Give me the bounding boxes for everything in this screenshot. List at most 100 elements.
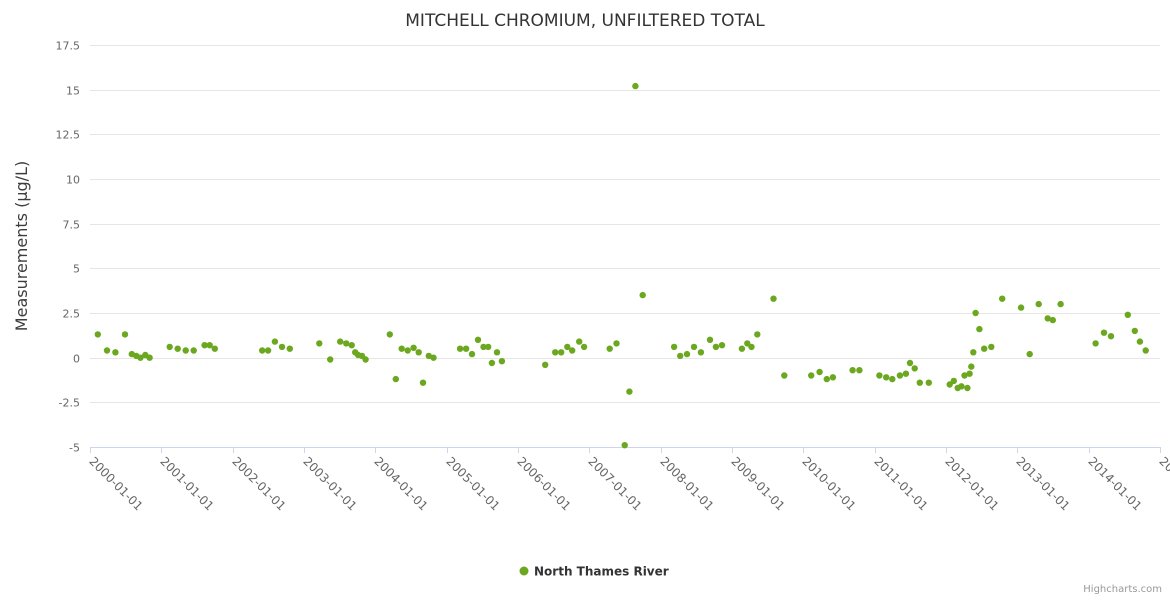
data-point[interactable] bbox=[754, 331, 761, 338]
data-point[interactable] bbox=[498, 358, 506, 365]
data-point[interactable] bbox=[419, 379, 427, 386]
data-point[interactable] bbox=[1044, 315, 1051, 322]
data-point[interactable] bbox=[690, 343, 698, 351]
data-point[interactable] bbox=[816, 368, 823, 376]
credits-link[interactable]: Highcharts.com bbox=[1083, 584, 1162, 595]
data-point[interactable] bbox=[410, 344, 417, 351]
data-point[interactable] bbox=[683, 350, 691, 358]
data-point[interactable] bbox=[706, 336, 714, 343]
data-point[interactable] bbox=[112, 349, 119, 356]
data-point[interactable] bbox=[968, 363, 975, 370]
data-point[interactable] bbox=[823, 375, 830, 383]
data-point[interactable] bbox=[1092, 340, 1099, 347]
data-point[interactable] bbox=[468, 350, 476, 358]
data-point[interactable] bbox=[480, 343, 487, 351]
data-point[interactable] bbox=[1142, 347, 1149, 354]
data-point[interactable] bbox=[404, 347, 411, 354]
data-point[interactable] bbox=[337, 338, 344, 345]
data-point[interactable] bbox=[182, 347, 189, 354]
data-point[interactable] bbox=[902, 370, 910, 377]
data-point[interactable] bbox=[808, 372, 815, 379]
data-point[interactable] bbox=[1057, 300, 1064, 308]
data-point[interactable] bbox=[259, 347, 266, 354]
data-point[interactable] bbox=[976, 325, 983, 333]
data-point[interactable] bbox=[876, 372, 883, 379]
data-point[interactable] bbox=[558, 349, 565, 356]
data-point[interactable] bbox=[1136, 338, 1144, 345]
data-point[interactable] bbox=[576, 338, 583, 345]
data-point[interactable] bbox=[1017, 304, 1025, 311]
data-point[interactable] bbox=[278, 343, 286, 351]
data-point[interactable] bbox=[911, 365, 918, 372]
data-point[interactable] bbox=[718, 342, 726, 349]
data-point[interactable] bbox=[621, 442, 628, 449]
data-point[interactable] bbox=[485, 343, 492, 351]
data-point[interactable] bbox=[606, 345, 613, 352]
data-point[interactable] bbox=[744, 340, 751, 347]
data-point[interactable] bbox=[190, 347, 197, 354]
data-point[interactable] bbox=[981, 345, 988, 352]
data-point[interactable] bbox=[889, 375, 896, 383]
data-point[interactable] bbox=[883, 374, 890, 381]
data-point[interactable] bbox=[362, 356, 369, 363]
data-point[interactable] bbox=[580, 343, 588, 351]
data-point[interactable] bbox=[174, 345, 181, 352]
data-point[interactable] bbox=[146, 354, 153, 361]
data-point[interactable] bbox=[392, 375, 399, 383]
data-point[interactable] bbox=[327, 356, 334, 363]
data-point[interactable] bbox=[348, 342, 355, 349]
data-point[interactable] bbox=[916, 379, 923, 386]
data-point[interactable] bbox=[964, 384, 971, 392]
data-point[interactable] bbox=[137, 354, 144, 361]
data-point[interactable] bbox=[430, 354, 437, 361]
data-point[interactable] bbox=[632, 82, 639, 90]
data-point[interactable] bbox=[670, 343, 678, 351]
data-point[interactable] bbox=[626, 388, 633, 395]
data-point[interactable] bbox=[564, 343, 571, 351]
data-point[interactable] bbox=[970, 349, 977, 356]
data-point[interactable] bbox=[415, 349, 422, 356]
data-point[interactable] bbox=[493, 349, 501, 356]
data-point[interactable] bbox=[1035, 300, 1042, 308]
data-point[interactable] bbox=[121, 331, 129, 338]
data-point[interactable] bbox=[201, 342, 208, 349]
data-point[interactable] bbox=[271, 338, 279, 345]
data-point[interactable] bbox=[264, 347, 272, 354]
data-point[interactable] bbox=[849, 367, 856, 374]
data-point[interactable] bbox=[950, 377, 957, 385]
data-point[interactable] bbox=[456, 345, 464, 352]
data-point[interactable] bbox=[972, 309, 979, 317]
data-point[interactable] bbox=[770, 295, 777, 302]
data-point[interactable] bbox=[925, 379, 932, 386]
data-point[interactable] bbox=[343, 340, 350, 347]
data-point[interactable] bbox=[1124, 311, 1132, 318]
data-point[interactable] bbox=[639, 291, 646, 299]
data-point[interactable] bbox=[94, 331, 102, 338]
data-point[interactable] bbox=[958, 383, 965, 390]
data-point[interactable] bbox=[988, 343, 995, 351]
data-point[interactable] bbox=[906, 359, 914, 367]
data-point[interactable] bbox=[386, 331, 393, 338]
data-point[interactable] bbox=[961, 372, 968, 379]
data-point[interactable] bbox=[1131, 327, 1139, 335]
data-point[interactable] bbox=[286, 345, 293, 352]
data-point[interactable] bbox=[613, 340, 620, 347]
data-point[interactable] bbox=[896, 372, 904, 379]
data-point[interactable] bbox=[712, 343, 720, 351]
legend-item[interactable]: North Thames River bbox=[519, 565, 669, 579]
data-point[interactable] bbox=[781, 372, 788, 379]
data-point[interactable] bbox=[211, 345, 218, 352]
data-point[interactable] bbox=[829, 374, 837, 381]
data-point[interactable] bbox=[1049, 316, 1057, 324]
data-point[interactable] bbox=[1100, 329, 1108, 336]
data-point[interactable] bbox=[697, 349, 705, 356]
data-point[interactable] bbox=[552, 349, 559, 356]
data-point[interactable] bbox=[398, 345, 405, 352]
data-point[interactable] bbox=[474, 336, 482, 343]
data-point[interactable] bbox=[677, 352, 684, 360]
data-point[interactable] bbox=[103, 347, 111, 354]
data-point[interactable] bbox=[206, 342, 213, 349]
data-point[interactable] bbox=[462, 345, 470, 352]
data-point[interactable] bbox=[946, 381, 953, 388]
data-point[interactable] bbox=[1107, 333, 1115, 340]
